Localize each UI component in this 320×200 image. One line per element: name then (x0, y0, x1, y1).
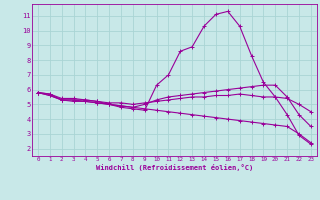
X-axis label: Windchill (Refroidissement éolien,°C): Windchill (Refroidissement éolien,°C) (96, 164, 253, 171)
